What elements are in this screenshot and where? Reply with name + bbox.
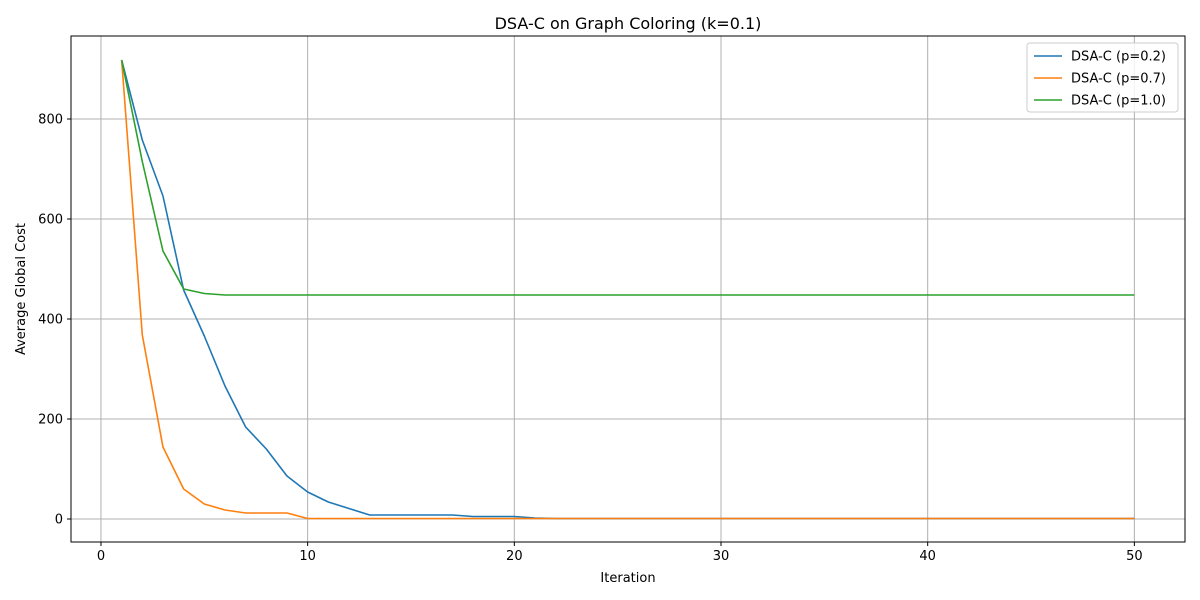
series-line-2 (120, 59, 1135, 520)
legend-label: DSA-C (p=0.7) (1071, 72, 1166, 87)
series-lines (120, 59, 1135, 520)
x-tick-label: 20 (506, 549, 523, 564)
x-axis-title: Iteration (600, 571, 655, 586)
y-axis: 0 200 400 600 800 (38, 113, 71, 528)
x-axis: 0 10 20 30 40 50 (97, 542, 1143, 564)
series-line-3 (120, 59, 1135, 296)
legend-label: DSA-C (p=1.0) (1071, 94, 1166, 109)
legend-label: DSA-C (p=0.2) (1071, 50, 1166, 65)
y-tick-label: 200 (38, 413, 63, 428)
y-axis-title: Average Global Cost (14, 223, 29, 355)
x-tick-label: 40 (919, 549, 936, 564)
chart-title: DSA-C on Graph Coloring (k=0.1) (495, 14, 762, 33)
x-tick-label: 10 (299, 549, 316, 564)
x-tick-label: 50 (1126, 549, 1143, 564)
x-tick-label: 30 (713, 549, 730, 564)
y-tick-label: 0 (55, 513, 63, 528)
plot-frame (70, 35, 1186, 543)
y-tick-label: 600 (38, 213, 63, 228)
legend-box (1026, 42, 1179, 113)
x-tick-label: 0 (97, 549, 105, 564)
y-tick-label: 400 (38, 313, 63, 328)
y-tick-label: 800 (38, 113, 63, 128)
grid-lines (71, 36, 1185, 542)
legend: DSA-C (p=0.2) DSA-C (p=0.7) DSA-C (p=1.0) (1026, 42, 1179, 113)
